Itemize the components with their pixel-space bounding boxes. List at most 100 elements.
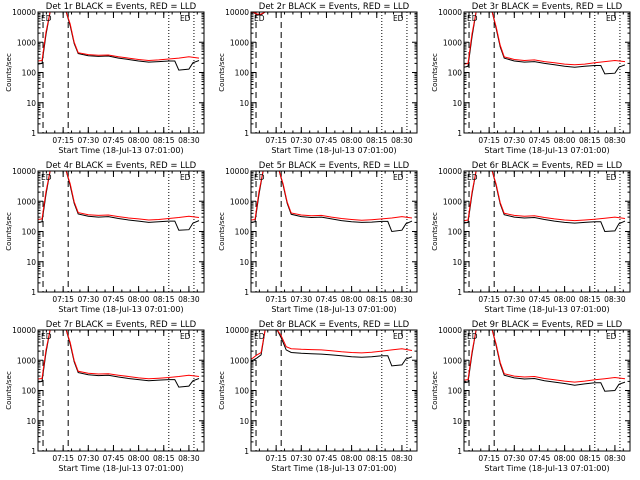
x-tick-label: 07:45 [103, 136, 125, 145]
x-tick-label: 07:30 [77, 454, 99, 463]
x-tick-label: 07:15 [52, 454, 74, 463]
chart-title: Det 8r BLACK = Events, RED = LLD [259, 320, 410, 330]
y-tick-label: 1000 [230, 197, 249, 206]
x-axis-label: Start Time (18-Jul-13 07:01:00) [484, 146, 609, 155]
chart-panel-1: Det 1r BLACK = Events, RED = LLD 1 10 100 10… [5, 2, 205, 155]
x-tick-label: 08:15 [366, 295, 388, 304]
y-tick-label: 1000 [443, 38, 462, 47]
y-tick-label: 1 [457, 447, 462, 456]
x-tick-label: 08:00 [128, 136, 150, 145]
plot-frame [37, 11, 205, 134]
y-tick-label: 10 [26, 99, 36, 108]
chart-panel-9: Det 9r BLACK = Events, RED = LLD 1 10 100 10… [431, 320, 631, 473]
annotation-label: ED [393, 14, 404, 23]
series-group [38, 171, 200, 231]
chart-title: Det 3r BLACK = Events, RED = LLD [472, 2, 623, 12]
x-tick-label: 08:00 [128, 295, 150, 304]
x-tick-label: 07:30 [503, 454, 525, 463]
y-tick-label: 10000 [12, 8, 36, 17]
chart-title: Det 5r BLACK = Events, RED = LLD [259, 161, 410, 171]
y-axis-label: Counts/sec [5, 371, 13, 410]
marker-lines [42, 171, 195, 292]
y-tick-label: 100 [22, 228, 37, 237]
marker-lines [468, 12, 621, 133]
y-tick-label: 1 [244, 288, 249, 297]
chart-title: Det 1r BLACK = Events, RED = LLD [46, 2, 197, 12]
y-tick-label: 10000 [438, 326, 462, 335]
y-tick-label: 1000 [230, 356, 249, 365]
x-tick-label: 07:15 [265, 454, 287, 463]
series-line-events [38, 330, 200, 388]
y-tick-label: 10000 [438, 167, 462, 176]
y-axis-label: Counts/sec [218, 371, 226, 410]
chart-panel-4: Det 4r BLACK = Events, RED = LLD 1 10 100 10… [5, 161, 205, 314]
annotation-label: ED [393, 332, 404, 341]
annotation-label: ED [606, 173, 617, 182]
x-axis-label: Start Time (18-Jul-13 07:01:00) [484, 464, 609, 473]
marker-lines [42, 330, 195, 451]
chart-panel-8: Det 8r BLACK = Events, RED = LLD 1 10 100 10… [218, 320, 418, 473]
annotation-label: ED [180, 332, 191, 341]
x-tick-label: 08:00 [554, 295, 576, 304]
y-tick-label: 100 [22, 69, 37, 78]
x-tick-label: 08:00 [341, 295, 363, 304]
x-axis-label: Start Time (18-Jul-13 07:01:00) [58, 464, 183, 473]
annotation-label: ED [41, 14, 52, 23]
x-tick-label: 07:15 [52, 295, 74, 304]
y-tick-label: 10000 [12, 326, 36, 335]
x-tick-label: 07:15 [478, 295, 500, 304]
x-tick-label: 08:15 [579, 454, 601, 463]
y-tick-label: 10000 [12, 167, 36, 176]
marker-lines [255, 171, 408, 292]
series-group [38, 12, 200, 71]
x-tick-label: 07:45 [316, 136, 338, 145]
x-tick-label: 08:15 [153, 136, 175, 145]
annotation-label: ED [467, 173, 478, 182]
y-tick-label: 100 [235, 228, 250, 237]
y-tick-label: 10000 [225, 167, 249, 176]
annotation-label: ED [254, 14, 265, 23]
series-group [251, 330, 413, 367]
y-tick-label: 10 [26, 417, 36, 426]
y-axis-label: Counts/sec [5, 212, 13, 251]
series-line-events [251, 171, 413, 233]
y-axis-label: Counts/sec [5, 53, 13, 92]
series-line-lld [38, 12, 200, 62]
chart-title: Det 9r BLACK = Events, RED = LLD [472, 320, 623, 330]
annotation-label: ED [254, 173, 265, 182]
x-tick-label: 08:30 [604, 454, 626, 463]
y-tick-label: 1 [457, 288, 462, 297]
x-tick-label: 08:30 [178, 295, 200, 304]
x-tick-label: 07:30 [77, 136, 99, 145]
annotation-label: ED [606, 14, 617, 23]
x-tick-label: 08:00 [128, 454, 150, 463]
annotation-label: ED [254, 332, 265, 341]
y-tick-label: 1000 [17, 356, 36, 365]
series-group [38, 330, 200, 388]
y-axis-label: Counts/sec [218, 212, 226, 251]
series-line-lld [464, 171, 626, 222]
chart-panel-3: Det 3r BLACK = Events, RED = LLD 1 10 100 10… [431, 2, 631, 155]
y-tick-label: 10 [452, 417, 462, 426]
series-line-events [464, 330, 626, 392]
chart-title: Det 6r BLACK = Events, RED = LLD [472, 161, 623, 171]
x-tick-label: 07:30 [290, 136, 312, 145]
y-tick-label: 1 [31, 288, 36, 297]
annotation-label: ED [41, 173, 52, 182]
x-tick-label: 08:30 [178, 136, 200, 145]
y-tick-label: 1000 [17, 197, 36, 206]
y-tick-label: 100 [235, 69, 250, 78]
x-tick-label: 07:30 [503, 136, 525, 145]
y-axis-label: Counts/sec [218, 53, 226, 92]
series-line-events [464, 171, 626, 233]
marker-lines [468, 330, 621, 451]
x-tick-label: 08:15 [366, 454, 388, 463]
chart-panel-5: Det 5r BLACK = Events, RED = LLD 1 10 100 10… [218, 161, 418, 314]
series-line-lld [251, 330, 413, 360]
y-tick-label: 100 [22, 387, 37, 396]
y-tick-label: 10 [452, 99, 462, 108]
series-line-lld [251, 171, 413, 221]
series-line-lld [38, 171, 200, 221]
x-tick-label: 07:45 [529, 136, 551, 145]
